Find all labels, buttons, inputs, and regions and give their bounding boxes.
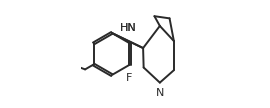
Text: HN: HN	[120, 23, 136, 33]
Text: F: F	[126, 73, 132, 83]
Text: HN: HN	[120, 23, 136, 33]
Text: N: N	[156, 88, 164, 98]
